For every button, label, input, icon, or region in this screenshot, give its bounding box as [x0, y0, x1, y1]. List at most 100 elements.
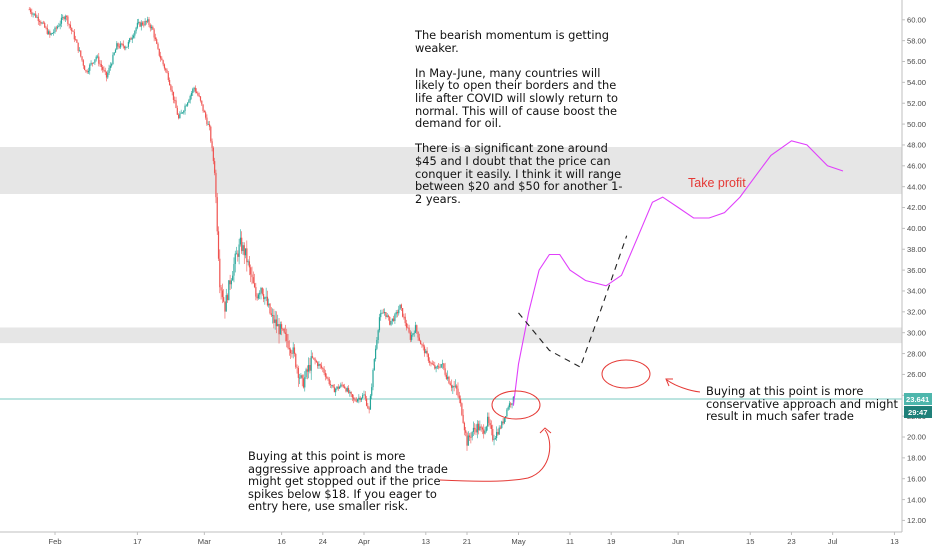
- arrow-head-left: [539, 427, 552, 434]
- candle-body: [165, 68, 167, 71]
- candle-body: [337, 386, 339, 389]
- candle-body: [37, 16, 39, 22]
- candle-body: [411, 335, 413, 340]
- candle-body: [174, 99, 176, 101]
- candle-body: [152, 26, 154, 30]
- candle-body: [434, 365, 436, 369]
- price-tick-label: 48.00: [907, 141, 926, 150]
- candle-body: [102, 66, 104, 70]
- candle-body: [72, 31, 74, 32]
- candle-body: [59, 23, 61, 26]
- candle-body: [256, 296, 258, 299]
- candle-body: [147, 19, 149, 22]
- candle-body: [162, 60, 164, 65]
- candle-body: [436, 366, 438, 368]
- candle-body: [266, 296, 269, 306]
- candle-body: [246, 248, 248, 263]
- candle-body: [315, 360, 317, 363]
- candle-body: [359, 397, 361, 401]
- candle-body: [159, 55, 162, 59]
- candle-body: [212, 147, 214, 162]
- candle-body: [255, 287, 257, 297]
- candle-body: [178, 114, 180, 119]
- candle-body: [41, 22, 43, 24]
- candle-body: [223, 297, 225, 302]
- candle-body: [467, 435, 469, 446]
- candle-body: [394, 314, 396, 321]
- candle-body: [136, 22, 138, 28]
- candle-body: [405, 323, 408, 328]
- candle-body: [154, 37, 157, 40]
- candle-body: [268, 303, 270, 306]
- candle-body: [135, 27, 137, 32]
- candle-body: [260, 287, 262, 293]
- candle-body: [479, 426, 481, 431]
- candle-body: [477, 423, 480, 431]
- candle-body: [224, 301, 226, 312]
- price-tick-label: 16.00: [907, 474, 926, 483]
- candle-body: [492, 429, 494, 440]
- candle-body: [242, 245, 244, 252]
- candle-body: [60, 17, 63, 24]
- candle-body: [63, 17, 65, 20]
- candle-body: [36, 16, 38, 18]
- candle-body: [190, 93, 193, 96]
- candle-body: [31, 12, 33, 15]
- candle-body: [82, 60, 84, 66]
- candle-body: [270, 313, 272, 316]
- candle-body: [365, 398, 368, 406]
- candle-body: [247, 261, 249, 263]
- candle-body: [425, 350, 427, 354]
- candle-body: [351, 394, 354, 398]
- candle-body: [340, 384, 342, 387]
- candle-body: [493, 439, 495, 441]
- candle-body: [445, 374, 447, 379]
- candle-body: [443, 363, 445, 369]
- candle-body: [319, 364, 321, 366]
- candle-body: [393, 318, 395, 321]
- candle-body: [290, 349, 292, 354]
- candle-body: [327, 377, 329, 379]
- candle-body: [335, 388, 337, 393]
- candle-body: [305, 369, 307, 378]
- candle-body: [158, 48, 160, 56]
- candle-body: [282, 328, 284, 330]
- candle-body: [452, 386, 454, 388]
- candle-body: [105, 71, 108, 78]
- candle-body: [376, 339, 378, 349]
- candle-body: [466, 432, 468, 446]
- candle-body: [117, 43, 119, 47]
- candle-body: [103, 69, 105, 71]
- candle-body: [418, 337, 420, 341]
- candle-body: [427, 354, 429, 361]
- price-tick-label: 28.00: [907, 349, 926, 358]
- candle-body: [300, 375, 302, 378]
- candle-body: [311, 356, 314, 358]
- candle-body: [362, 395, 364, 399]
- candle-body: [332, 384, 334, 388]
- candle-body: [62, 17, 64, 18]
- candle-body: [462, 414, 464, 423]
- candle-body: [42, 22, 45, 24]
- candle-body: [356, 399, 359, 402]
- candle-body: [508, 403, 511, 408]
- candle-body: [269, 303, 271, 314]
- candle-body: [426, 350, 428, 355]
- candle-body: [431, 363, 433, 365]
- candle-body: [75, 39, 77, 41]
- candle-body: [487, 416, 489, 427]
- candle-body: [274, 319, 276, 323]
- candle-body: [109, 65, 111, 68]
- candle-body: [472, 427, 475, 432]
- candle-body: [184, 105, 186, 111]
- candle-body: [457, 388, 459, 396]
- candle-body: [193, 87, 195, 90]
- candle-body: [217, 231, 220, 259]
- candle-body: [50, 33, 52, 35]
- candle-body: [380, 313, 382, 318]
- candle-body: [168, 80, 171, 86]
- candle-body: [317, 362, 319, 367]
- candle-body: [407, 327, 409, 329]
- candle-body: [35, 13, 37, 18]
